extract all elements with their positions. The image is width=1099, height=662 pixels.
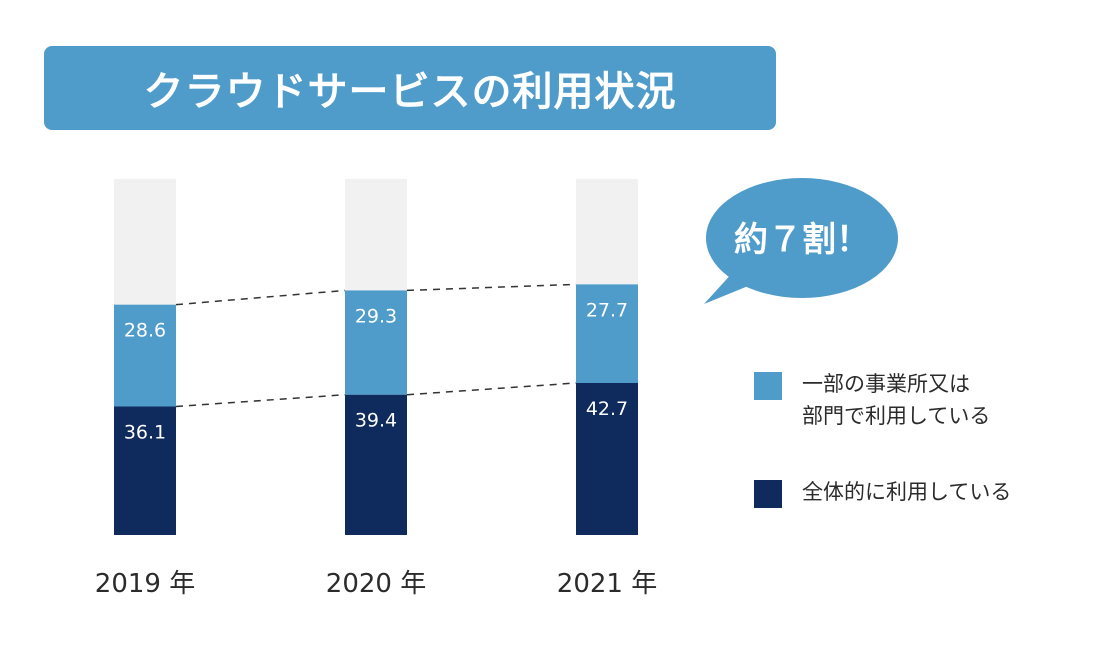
data-label-partial: 28.6 xyxy=(124,320,166,342)
data-label-full: 36.1 xyxy=(124,421,166,443)
data-label-partial: 27.7 xyxy=(586,299,628,321)
bar-segment-partial xyxy=(576,284,638,383)
bar-remainder xyxy=(114,179,176,305)
connector-line-mid xyxy=(175,393,346,408)
callout-ellipse xyxy=(706,178,898,298)
legend-swatch-full xyxy=(754,480,782,508)
bar-segment-full xyxy=(345,394,407,535)
x-tick-label: 2020 年 xyxy=(326,569,426,599)
data-label-full: 42.7 xyxy=(586,398,628,420)
bar-segment-partial xyxy=(114,304,176,407)
chart-title: クラウドサービスの利用状況 xyxy=(143,69,677,115)
callout-bubble: 約７割！ xyxy=(704,178,898,304)
x-tick-label: 2021 年 xyxy=(557,569,657,599)
bar-segment-full xyxy=(576,382,638,535)
legend-item-full: 全体的に利用している xyxy=(754,476,1011,508)
data-label-partial: 29.3 xyxy=(355,305,397,327)
legend-item-partial: 一部の事業所又は 部門で利用している xyxy=(754,368,990,432)
bar-segment-full xyxy=(114,406,176,535)
connector-line-mid xyxy=(406,382,577,396)
chart-title-banner: クラウドサービスの利用状況 xyxy=(44,46,776,130)
connector-line-top xyxy=(406,283,577,292)
callout-tail xyxy=(704,270,758,304)
bar-segment-partial xyxy=(345,290,407,395)
legend-label-full: 全体的に利用している xyxy=(802,480,1012,504)
legend-label-partial: 一部の事業所又は 部門で利用している xyxy=(802,372,991,428)
x-tick-label: 2019 年 xyxy=(95,569,195,599)
bar-remainder xyxy=(345,179,407,291)
connector-line-top xyxy=(175,289,346,306)
callout-text: 約７割！ xyxy=(734,220,870,260)
data-label-full: 39.4 xyxy=(355,410,397,432)
legend-swatch-partial xyxy=(754,372,782,400)
bar-remainder xyxy=(576,179,638,285)
